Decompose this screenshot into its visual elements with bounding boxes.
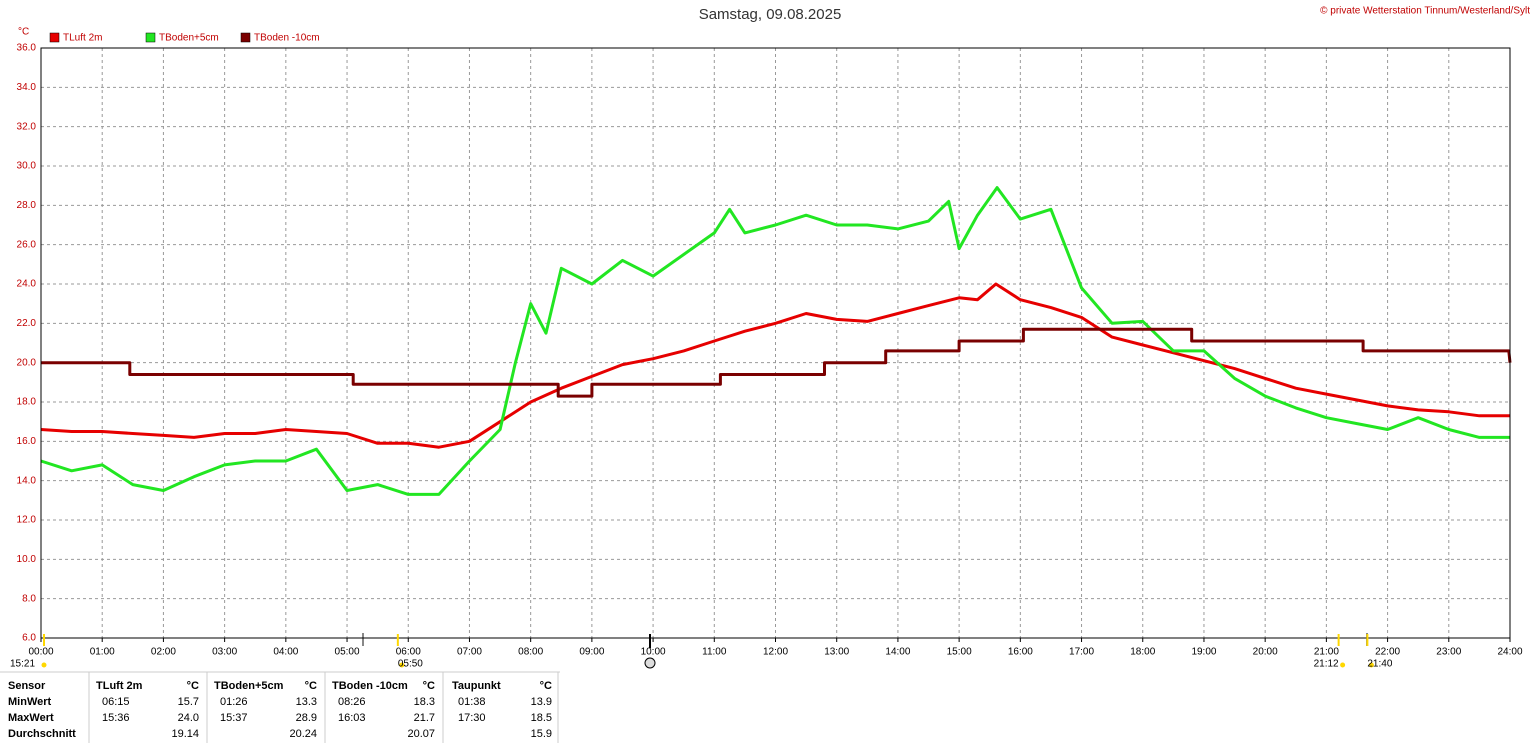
y-tick-label: 6.0 [22, 633, 36, 644]
table-cell: 17:30 [458, 712, 486, 724]
x-tick-label: 22:00 [1375, 647, 1400, 658]
y-tick-label: 16.0 [17, 436, 37, 447]
y-tick-label: 24.0 [17, 279, 37, 290]
table-cell: 08:26 [338, 696, 366, 708]
x-tick-label: 10:00 [641, 647, 666, 658]
y-tick-label: 30.0 [17, 161, 37, 172]
x-tick-label: 24:00 [1497, 647, 1522, 658]
series-line [41, 327, 1512, 398]
sun-dot [399, 662, 405, 668]
sun-dot [1340, 662, 1346, 668]
table-header: TBoden -10cm [332, 680, 408, 692]
y-tick-label: 22.0 [17, 318, 37, 329]
table-cell: 20.07 [407, 728, 435, 740]
annotation-label: 15:21 [10, 659, 35, 670]
table-cell: 20.24 [289, 728, 317, 740]
legend-label: TBoden+5cm [159, 33, 219, 44]
x-tick-label: 09:00 [579, 647, 604, 658]
table-header: Sensor [8, 680, 46, 692]
x-tick-label: 04:00 [273, 647, 298, 658]
y-tick-label: 14.0 [17, 475, 37, 486]
legend-swatch [145, 32, 156, 43]
table-header: TLuft 2m [96, 680, 143, 692]
table-cell: 28.9 [296, 712, 317, 724]
y-tick-label: 28.0 [17, 200, 37, 211]
y-tick-label: 26.0 [17, 239, 37, 250]
x-tick-label: 07:00 [457, 647, 482, 658]
y-tick-label: 34.0 [17, 82, 37, 93]
y-tick-label: 10.0 [17, 554, 37, 565]
sun-dot [41, 662, 47, 668]
y-tick-label: 12.0 [17, 515, 37, 526]
series-line [40, 186, 1510, 496]
table-cell: 01:26 [220, 696, 248, 708]
annotation-label: 21:40 [1367, 659, 1392, 670]
annotation-label: 05:50 [398, 659, 423, 670]
table-cell: 01:38 [458, 696, 486, 708]
x-tick-label: 05:00 [335, 647, 360, 658]
x-tick-label: 02:00 [151, 647, 176, 658]
x-tick-label: 17:00 [1069, 647, 1094, 658]
table-cell: 16:03 [338, 712, 366, 724]
y-tick-label: 18.0 [17, 397, 37, 408]
chart-title: Samstag, 09.08.2025 [699, 6, 842, 23]
x-tick-label: 01:00 [90, 647, 115, 658]
y-tick-label: 36.0 [17, 43, 37, 54]
sun-dot [1368, 662, 1374, 668]
y-tick-label: 20.0 [17, 357, 37, 368]
legend-label: TBoden -10cm [254, 33, 320, 44]
table-cell: 15:36 [102, 712, 130, 724]
table-cell: 13.9 [531, 696, 552, 708]
table-cell: 18.5 [531, 712, 552, 724]
row-label: Durchschnitt [8, 728, 76, 740]
table-header: TBoden+5cm [214, 680, 284, 692]
legend-swatch [49, 32, 60, 43]
legend-swatch [240, 32, 251, 43]
x-tick-label: 20:00 [1253, 647, 1278, 658]
x-tick-label: 03:00 [212, 647, 237, 658]
x-tick-label: 11:00 [702, 647, 727, 658]
x-tick-label: 00:00 [28, 647, 53, 658]
row-label: MinWert [8, 696, 52, 708]
table-header: °C [423, 680, 435, 692]
x-tick-label: 08:00 [518, 647, 543, 658]
y-tick-label: 8.0 [22, 593, 36, 604]
y-unit: °C [18, 27, 29, 38]
x-tick-label: 23:00 [1436, 647, 1461, 658]
x-tick-label: 18:00 [1130, 647, 1155, 658]
table-cell: 06:15 [102, 696, 130, 708]
table-cell: 15:37 [220, 712, 248, 724]
x-tick-label: 13:00 [824, 647, 849, 658]
x-tick-label: 16:00 [1008, 647, 1033, 658]
table-header: °C [305, 680, 317, 692]
table-cell: 21.7 [414, 712, 435, 724]
table-header: Taupunkt [452, 680, 501, 692]
table-cell: 18.3 [414, 696, 435, 708]
x-tick-label: 12:00 [763, 647, 788, 658]
x-tick-label: 15:00 [947, 647, 972, 658]
legend-label: TLuft 2m [63, 33, 102, 44]
annotation-label: 21:12 [1314, 659, 1339, 670]
sun-icon [644, 657, 656, 669]
x-tick-label: 21:00 [1314, 647, 1339, 658]
table-cell: 15.7 [178, 696, 199, 708]
table-header: °C [187, 680, 199, 692]
plot-frame [40, 47, 1511, 639]
row-label: MaxWert [8, 712, 54, 724]
stats-table: Sensor TLuft 2m °C TBoden+5cm °C TBoden -10cm… [0, 671, 560, 743]
y-tick-label: 32.0 [17, 121, 37, 132]
copyright: © private Wetterstation Tinnum/Westerlan… [1320, 6, 1530, 17]
series-line [40, 282, 1510, 449]
table-cell: 24.0 [178, 712, 199, 724]
table-cell: 19.14 [171, 728, 199, 740]
table-cell: 15.9 [531, 728, 552, 740]
x-tick-label: 06:00 [396, 647, 421, 658]
table-cell: 13.3 [296, 696, 317, 708]
x-tick-label: 19:00 [1191, 647, 1216, 658]
x-tick-label: 14:00 [885, 647, 910, 658]
table-header: °C [540, 680, 552, 692]
